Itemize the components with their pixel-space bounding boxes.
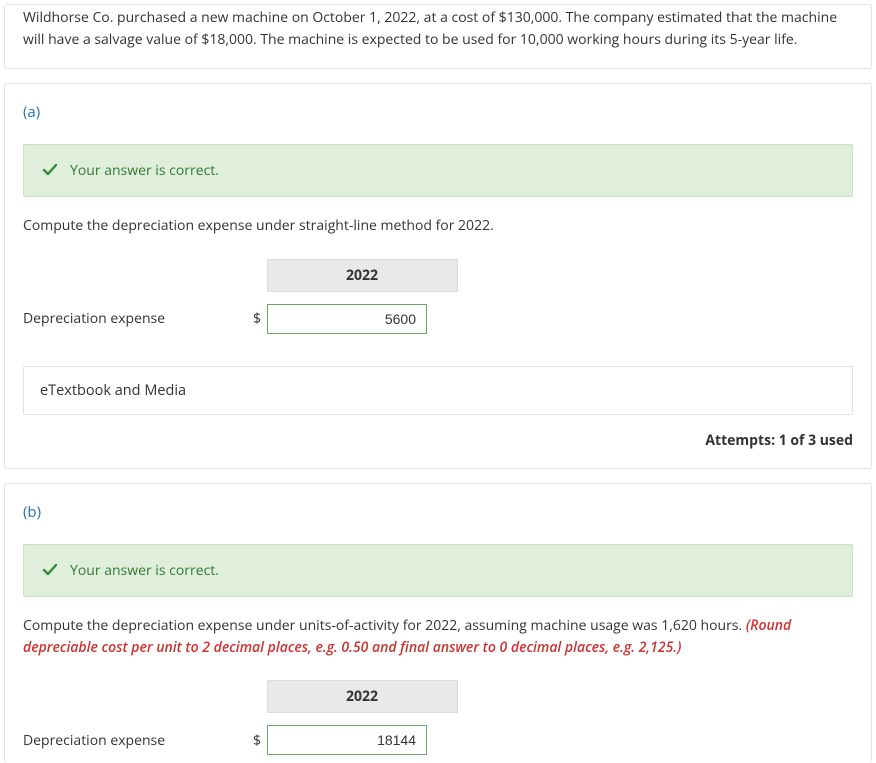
part-a-card: (a) Your answer is correct. Compute the …: [4, 83, 872, 469]
etextbook-link[interactable]: eTextbook and Media: [23, 366, 853, 415]
part-a-row-label: Depreciation expense: [23, 292, 243, 335]
part-a-year-header: 2022: [267, 260, 457, 292]
part-a-currency: $: [243, 292, 267, 335]
part-a-answer-input[interactable]: [267, 304, 427, 334]
problem-card: Wildhorse Co. purchased a new machine on…: [4, 4, 872, 69]
part-a-feedback-text: Your answer is correct.: [70, 161, 219, 180]
part-a-feedback: Your answer is correct.: [23, 144, 853, 197]
part-b-card: (b) Your answer is correct. Compute the …: [4, 483, 872, 763]
part-b-prompt-text: Compute the depreciation expense under u…: [23, 616, 746, 635]
part-a-label: (a): [23, 102, 40, 122]
part-b-year-header: 2022: [267, 681, 457, 713]
check-icon: [42, 562, 58, 580]
problem-text: Wildhorse Co. purchased a new machine on…: [5, 5, 871, 68]
part-a-header: (a): [5, 84, 871, 130]
part-a-prompt: Compute the depreciation expense under s…: [5, 215, 871, 249]
part-a-attempts: Attempts: 1 of 3 used: [5, 431, 871, 468]
part-a-table: 2022 Depreciation expense $: [23, 259, 458, 334]
part-b-row-label: Depreciation expense: [23, 713, 243, 756]
part-b-answer-input[interactable]: [267, 725, 427, 755]
part-b-answer-block: 2022 Depreciation expense $: [5, 670, 871, 763]
part-b-prompt: Compute the depreciation expense under u…: [5, 615, 871, 670]
check-icon: [42, 162, 58, 180]
part-b-header: (b): [5, 484, 871, 530]
part-b-feedback: Your answer is correct.: [23, 544, 853, 597]
part-b-currency: $: [243, 713, 267, 756]
part-a-answer-block: 2022 Depreciation expense $: [5, 249, 871, 356]
part-b-feedback-text: Your answer is correct.: [70, 561, 219, 580]
part-b-label: (b): [23, 502, 41, 522]
